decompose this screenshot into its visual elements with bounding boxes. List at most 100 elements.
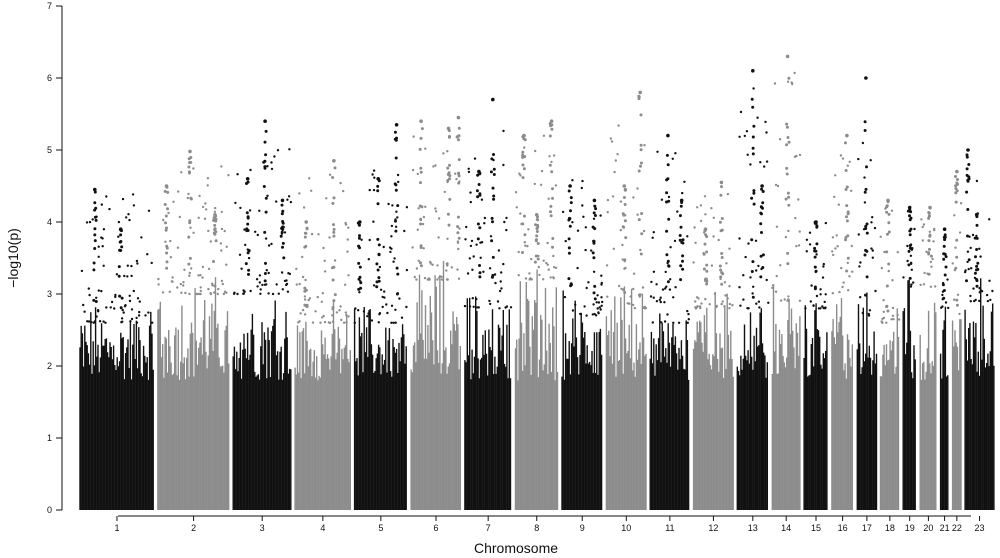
snp-point: [302, 206, 306, 209]
snp-point: [327, 321, 331, 324]
snp-point: [392, 321, 395, 324]
snp-point: [132, 289, 135, 293]
snp-point: [834, 247, 837, 250]
snp-point: [823, 300, 826, 304]
snp-point: [494, 281, 497, 285]
snp-point: [395, 210, 398, 213]
peak-point: [548, 163, 552, 167]
snp-point: [859, 261, 862, 264]
peak-point: [815, 242, 819, 246]
snp-point: [394, 225, 398, 228]
snp-point: [524, 277, 528, 280]
peak-point: [476, 195, 480, 199]
snp-point: [394, 321, 397, 324]
peak-point: [865, 231, 869, 235]
snp-point: [209, 240, 212, 243]
snp-point: [211, 284, 214, 287]
snp-point: [199, 289, 202, 293]
snp-point: [599, 308, 602, 311]
peak-point: [332, 265, 336, 269]
snp-point: [643, 307, 647, 310]
snp-point: [463, 304, 467, 308]
snp-point: [225, 245, 228, 248]
y-axis-title: −log10(p): [5, 228, 21, 288]
snp-point: [959, 202, 963, 205]
snp-point: [136, 297, 140, 300]
snp-point: [184, 291, 187, 295]
snp-point: [197, 216, 200, 219]
chromosome-11-snps: [649, 150, 690, 510]
snp-point: [599, 214, 602, 217]
snp-point: [176, 246, 180, 249]
peak-point: [419, 217, 423, 221]
peak-point: [593, 227, 597, 231]
snp-point: [704, 297, 707, 301]
peak-point: [592, 256, 596, 260]
snp-point: [314, 310, 317, 313]
snp-point: [353, 321, 356, 324]
peak-point: [844, 141, 847, 145]
snp-point: [457, 247, 460, 251]
peak-point: [965, 153, 969, 157]
snp-point: [298, 320, 301, 323]
peak-point: [751, 295, 755, 299]
snp-point: [752, 87, 755, 90]
peak-point: [377, 276, 381, 280]
snp-point: [786, 80, 790, 83]
snp-point: [989, 298, 992, 302]
snp-point: [833, 195, 836, 199]
peak-chr23: [965, 148, 971, 283]
snp-point: [710, 264, 714, 267]
snp-point: [610, 140, 614, 143]
peak-point: [665, 153, 669, 157]
peak-point: [165, 260, 169, 264]
snp-point: [731, 304, 734, 307]
snp-point: [921, 225, 924, 229]
snp-point: [858, 265, 861, 268]
peak-point: [280, 212, 284, 216]
peak-point: [639, 143, 643, 147]
chromosome-23-snps: [963, 179, 995, 510]
snp-point: [217, 287, 220, 291]
peak-point: [214, 239, 218, 243]
snp-point: [456, 240, 460, 243]
snp-point: [576, 266, 579, 270]
peak-point: [954, 175, 957, 178]
peak-point: [787, 76, 791, 80]
peak-point: [751, 152, 755, 156]
snp-point: [757, 264, 760, 268]
snp-point: [97, 245, 100, 248]
peak-point: [567, 277, 571, 281]
peak-top-point: [751, 69, 755, 73]
snp-point: [100, 236, 103, 239]
snp-point: [275, 283, 278, 286]
peak-point: [751, 260, 755, 264]
snp-point: [738, 237, 741, 240]
peak-point: [624, 236, 628, 240]
snp-point: [189, 226, 192, 229]
peak-point: [927, 216, 931, 220]
snp-point: [171, 276, 174, 279]
peak-point: [303, 289, 307, 293]
snp-point: [423, 276, 427, 280]
peak-point: [92, 298, 96, 302]
peak-point: [759, 275, 763, 279]
snp-point: [502, 262, 505, 266]
snp-point: [162, 218, 165, 222]
peak-top-point: [118, 227, 123, 231]
peak-point: [262, 160, 266, 164]
snp-point: [157, 277, 160, 281]
snp-point: [317, 233, 320, 236]
snp-point: [321, 292, 324, 295]
peak-point: [119, 249, 123, 252]
snp-point: [382, 245, 385, 249]
chromosome-9-snps: [561, 179, 604, 510]
peak-point: [887, 230, 891, 234]
peak-chr9: [567, 184, 573, 288]
snp-point: [466, 272, 470, 275]
snp-point: [922, 223, 926, 226]
peak-point: [967, 163, 971, 166]
peak-point: [785, 166, 789, 170]
y-tick-label: 3: [47, 289, 52, 299]
snp-point: [468, 257, 471, 260]
